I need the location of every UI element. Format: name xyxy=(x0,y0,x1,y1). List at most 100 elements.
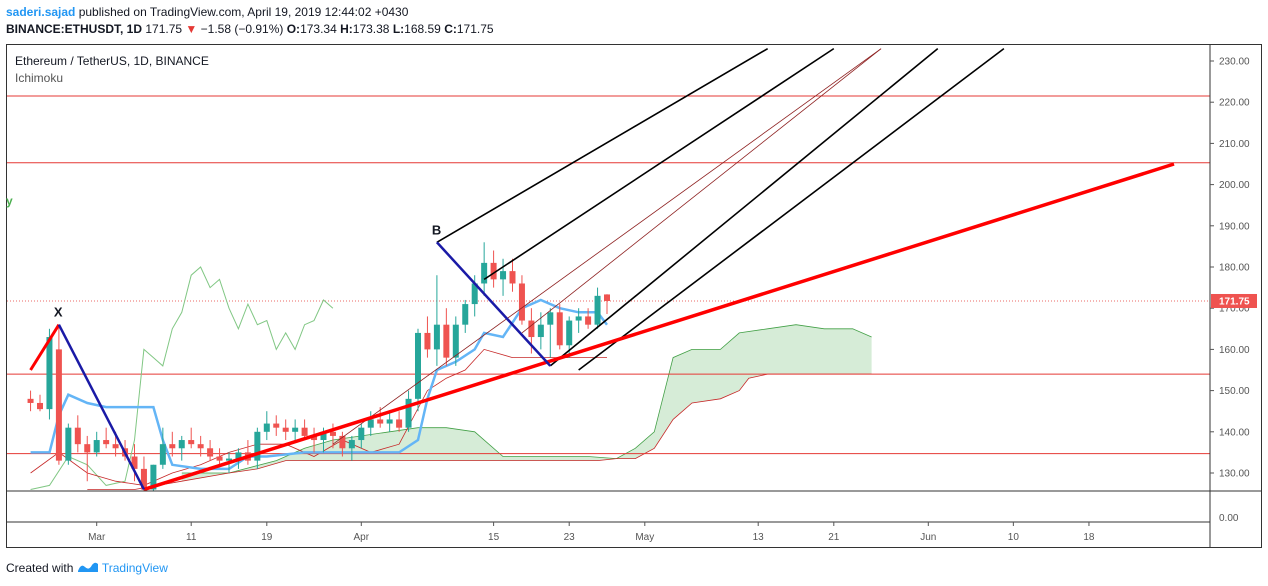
pitchfork-line xyxy=(483,47,835,281)
pattern-label: X xyxy=(54,305,63,320)
high-label: H: xyxy=(340,22,353,36)
candlesticks xyxy=(27,242,610,491)
candle-body xyxy=(556,312,563,346)
candle-body xyxy=(216,456,223,461)
senkou-span-a xyxy=(181,324,872,474)
candle-body xyxy=(396,419,403,428)
author-link[interactable]: saderi.sajad xyxy=(6,5,76,19)
candle-body xyxy=(27,398,34,403)
publish-info: saderi.sajad published on TradingView.co… xyxy=(6,5,408,19)
pitchfork-line xyxy=(436,47,769,243)
candle-body xyxy=(339,435,346,449)
y-tick-label: 150.00 xyxy=(1219,386,1250,397)
candle-body xyxy=(329,431,336,436)
y-tick-label: 170.00 xyxy=(1219,304,1250,315)
candle-body xyxy=(235,452,242,459)
y-tick-label: 210.00 xyxy=(1219,139,1250,150)
down-arrow-icon: ▼ xyxy=(185,22,198,36)
pitchfork-line xyxy=(549,48,939,367)
candle-body xyxy=(585,316,592,325)
candle-body xyxy=(197,444,204,449)
candle-body xyxy=(462,304,469,325)
y-tick-label: 190.00 xyxy=(1219,221,1250,232)
candle-body xyxy=(377,419,384,424)
candle-body xyxy=(604,294,610,301)
candle-body xyxy=(263,423,270,432)
y-tick-label: 130.00 xyxy=(1219,469,1250,480)
chart-legend-title: Ethereum / TetherUS, 1D, BINANCE xyxy=(15,54,209,68)
ichimoku-cloud xyxy=(87,324,872,490)
candle-body xyxy=(528,320,535,338)
stray-label: y xyxy=(6,194,13,208)
candle-body xyxy=(93,440,100,453)
candle-body xyxy=(169,444,176,449)
last-price: 171.75 xyxy=(145,22,183,36)
open-value: 173.34 xyxy=(300,22,337,36)
kijun-sen-overlay xyxy=(30,348,607,486)
xa-leg-line xyxy=(57,324,146,491)
candle-body xyxy=(55,349,62,461)
candle-body xyxy=(509,271,516,284)
candle-body xyxy=(433,324,440,350)
candle-body xyxy=(566,320,573,346)
created-with-text: Created with xyxy=(6,561,74,575)
candle-body xyxy=(415,332,421,399)
low-label: L: xyxy=(392,22,405,36)
open-label: O: xyxy=(286,22,301,36)
x-tick-label: 13 xyxy=(753,532,765,543)
volume-tick-label: 0.00 xyxy=(1219,513,1239,524)
x-leg-line xyxy=(29,323,61,371)
x-tick-label: 11 xyxy=(186,532,197,543)
y-tick-label: 180.00 xyxy=(1219,263,1250,274)
candle-body xyxy=(471,283,478,305)
last-price-tag: 171.75 xyxy=(1211,293,1257,308)
candle-body xyxy=(131,456,138,469)
x-tick-label: Jun xyxy=(920,532,936,543)
candle-body xyxy=(37,402,43,410)
candle-body xyxy=(282,427,289,432)
ab-leg-line xyxy=(435,241,552,367)
candle-body xyxy=(594,295,601,325)
candle-body xyxy=(65,427,72,461)
chart-frame[interactable] xyxy=(6,44,1262,548)
candle-body xyxy=(367,419,374,428)
median-line xyxy=(332,48,882,445)
drawings: XB xyxy=(29,47,1175,491)
candle-body xyxy=(207,448,214,457)
y-tick-label: 220.00 xyxy=(1219,98,1250,109)
last-price-tag-text: 171.75 xyxy=(1219,296,1250,307)
x-tick-label: 23 xyxy=(564,532,576,543)
candle-body xyxy=(159,444,166,465)
close-label: C: xyxy=(444,22,457,36)
x-tick-label: 15 xyxy=(488,532,500,543)
y-tick-label: 200.00 xyxy=(1219,180,1250,191)
candle-body xyxy=(311,435,318,441)
symbol-label: BINANCE:ETHUSDT, 1D xyxy=(6,22,143,36)
candle-body xyxy=(452,324,459,358)
candle-body xyxy=(254,431,261,461)
candle-body xyxy=(443,324,450,358)
tradingview-link[interactable]: TradingView xyxy=(101,561,168,575)
candle-body xyxy=(140,468,147,490)
candle-body xyxy=(301,427,308,436)
candle-body xyxy=(500,271,507,280)
indicator-legend[interactable]: Ichimoku xyxy=(15,71,64,85)
x-tick-label: 18 xyxy=(1083,532,1095,543)
candle-body xyxy=(112,444,119,449)
candle-body xyxy=(178,440,185,449)
x-tick-label: Mar xyxy=(88,532,106,543)
chikou-span xyxy=(30,266,334,490)
y-tick-label: 230.00 xyxy=(1219,57,1250,68)
candle-body xyxy=(537,324,544,338)
candle-body xyxy=(547,312,554,325)
candle-body xyxy=(386,419,393,424)
candle-body xyxy=(150,464,157,490)
candle-body xyxy=(490,262,497,280)
tradingview-logo-icon xyxy=(77,562,98,572)
candle-body xyxy=(481,262,488,284)
candle-body xyxy=(188,440,195,445)
candle-body xyxy=(226,458,232,461)
candle-body xyxy=(46,337,53,410)
candle-body xyxy=(575,316,582,321)
